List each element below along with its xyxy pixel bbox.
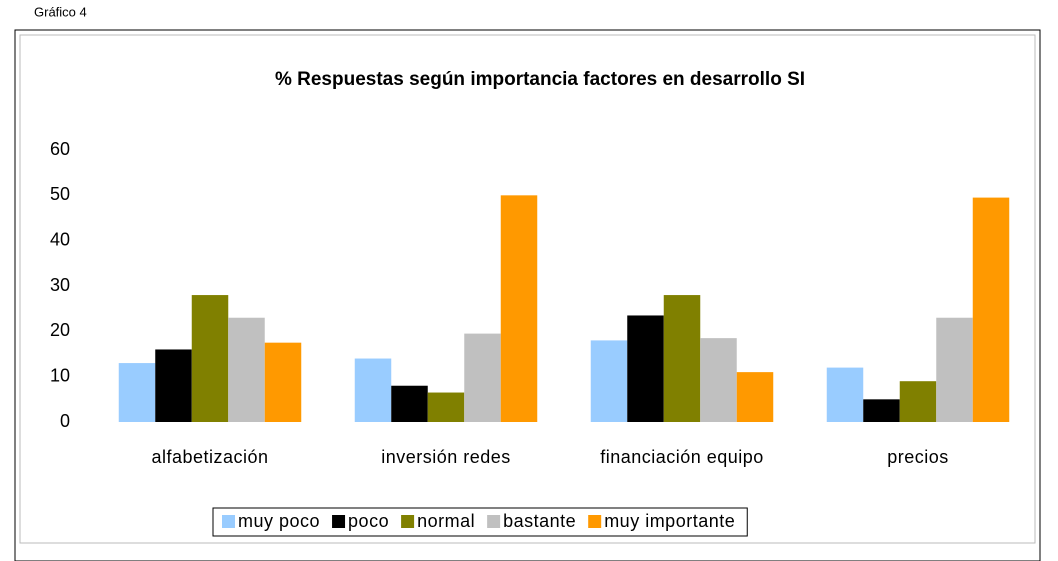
chart-title: % Respuestas según importancia factores … xyxy=(275,69,805,90)
legend-label: muy importante xyxy=(604,511,735,531)
bar xyxy=(972,197,1010,422)
legend-box xyxy=(212,507,748,537)
y-tick-label: 50 xyxy=(50,184,70,204)
bar xyxy=(464,333,501,422)
bar xyxy=(264,342,302,422)
bar xyxy=(663,295,701,422)
outer-frame xyxy=(14,29,1041,561)
bar xyxy=(191,295,229,422)
y-tick-label: 30 xyxy=(50,275,70,295)
legend-label: muy poco xyxy=(238,511,320,531)
y-tick-label: 40 xyxy=(50,229,70,249)
bar xyxy=(700,338,737,422)
legend-swatch xyxy=(588,515,602,528)
y-tick-label: 10 xyxy=(50,365,70,385)
legend-label: normal xyxy=(417,511,475,531)
legend-swatch xyxy=(487,515,501,528)
bar xyxy=(118,363,156,422)
bar xyxy=(500,195,538,422)
y-tick-label: 20 xyxy=(50,320,70,340)
y-tick-label: 0 xyxy=(60,411,70,431)
bar xyxy=(354,358,392,422)
legend-label: bastante xyxy=(503,511,576,531)
caption: Gráfico 4 xyxy=(34,4,87,19)
bar xyxy=(863,399,900,422)
legend-swatch xyxy=(332,515,346,528)
bar xyxy=(936,317,973,422)
x-tick-label: alfabetización xyxy=(151,447,268,467)
x-tick-label: inversión redes xyxy=(381,447,511,467)
bar xyxy=(826,367,864,422)
bar xyxy=(391,385,428,422)
bar xyxy=(228,317,265,422)
bar xyxy=(736,372,774,422)
legend-swatch xyxy=(401,515,415,528)
x-tick-label: precios xyxy=(887,447,949,467)
legend-label: poco xyxy=(348,511,389,531)
bar xyxy=(427,392,465,422)
bar xyxy=(590,340,628,422)
bar xyxy=(627,315,664,422)
y-tick-label: 60 xyxy=(50,139,70,159)
bar xyxy=(899,381,937,422)
bar xyxy=(155,349,192,422)
x-tick-label: financiación equipo xyxy=(600,447,764,467)
legend-swatch xyxy=(222,515,235,528)
